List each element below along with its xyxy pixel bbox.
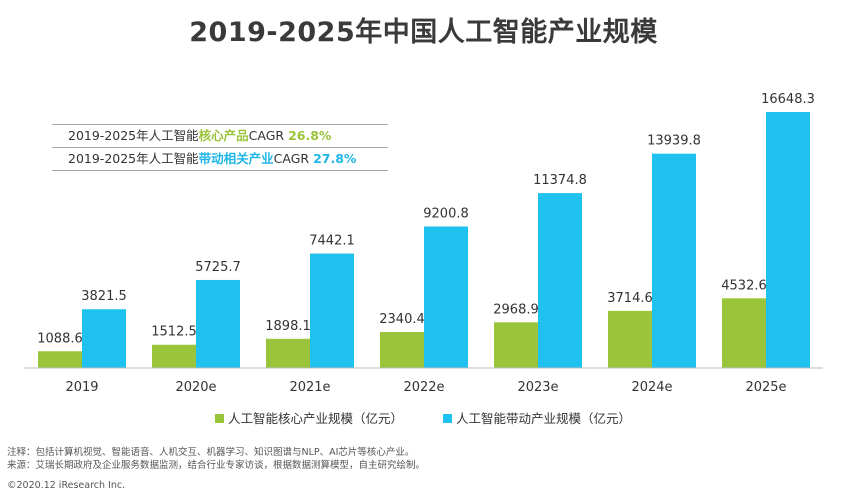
x-tick-label: 2019 [65,380,98,395]
bar-core-2019 [38,351,82,368]
bar-core-2025e [722,298,766,368]
bar-related-2024e [652,153,696,368]
bar-related-2022e [424,226,468,368]
cagr-value: 26.8% [288,128,332,143]
legend-label: 人工智能带动产业规模（亿元） [456,411,632,426]
bar-related-2023e [538,193,582,368]
value-label: 3714.6 [607,291,653,306]
value-label: 7442.1 [309,234,355,249]
legend-swatch-blue [443,414,452,423]
bar-related-2021e [310,253,354,368]
value-label: 3821.5 [81,289,127,304]
footnote-source: 来源：艾瑞长期政府及企业服务数据监测，结合行业专家访谈，根据数据测算模型，自主研… [7,460,426,471]
cagr-top-rule [52,124,388,125]
x-tick-label: 2024e [631,380,672,395]
value-label: 2340.4 [379,312,425,327]
x-tick-label: 2025e [745,380,786,395]
value-label: 13939.8 [647,134,701,149]
bar-core-2022e [380,332,424,368]
value-label: 1898.1 [265,319,311,334]
footnote-note: 注释：包括计算机视觉、智能语音、人机交互、机器学习、知识图谱与NLP、AI芯片等… [7,447,415,458]
legend-item-related: 人工智能带动产业规模（亿元） [443,408,631,427]
value-label: 5725.7 [195,260,241,275]
value-label: 2968.9 [493,302,539,317]
cagr-highlight: 核心产品 [198,128,249,143]
value-label: 1088.6 [37,331,83,346]
x-tick-labels-group: 2019 2020e 2021e 2022e 2023e 2024e 2025e [65,380,786,395]
cagr-row-related: 2019-2025年人工智能带动相关产业CAGR 27.8% [52,148,388,170]
legend-item-core: 人工智能核心产业规模（亿元） [215,408,403,427]
cagr-middle-rule [52,147,388,148]
cagr-label: CAGR [248,128,289,143]
x-tick-label: 2020e [175,380,216,395]
legend-swatch-green [215,414,224,423]
bar-related-2020e [196,279,240,368]
value-label: 1512.5 [151,325,197,340]
value-label: 9200.8 [423,207,469,222]
x-tick-label: 2023e [517,380,558,395]
bar-core-2020e [152,344,196,368]
value-label: 11374.8 [533,173,587,188]
cagr-prefix: 2019-2025年人工智能 [68,128,199,143]
bar-related-2019 [82,309,126,368]
bar-core-2021e [266,338,310,368]
cagr-bottom-rule [52,170,388,171]
cagr-value: 27.8% [313,151,357,166]
footnotes: 注释：包括计算机视觉、智能语音、人机交互、机器学习、知识图谱与NLP、AI芯片等… [7,446,425,472]
bar-core-2024e [608,310,652,368]
cagr-highlight: 带动相关产业 [198,151,274,166]
copyright-text: ©2020.12 iResearch Inc. [7,480,126,491]
x-tick-label: 2022e [403,380,444,395]
x-tick-label: 2021e [289,380,330,395]
bars-group [38,112,810,368]
value-labels-group: 1088.6 3821.5 1512.5 5725.7 1898.1 7442.1 2340… [37,92,815,346]
legend-label: 人工智能核心产业规模（亿元） [228,411,404,426]
legend: 人工智能核心产业规模（亿元） 人工智能带动产业规模（亿元） [215,408,667,427]
chart-title: 2019-2025年中国人工智能产业规模 [189,17,658,48]
cagr-label: CAGR [273,151,314,166]
bar-core-2023e [494,322,538,368]
bar-related-2025e [766,112,810,368]
cagr-box: 2019-2025年人工智能核心产品CAGR 26.8% 2019-2025年人… [52,124,388,171]
value-label: 4532.6 [721,278,767,293]
value-label: 16648.3 [761,92,815,107]
cagr-prefix: 2019-2025年人工智能 [68,151,199,166]
cagr-row-core: 2019-2025年人工智能核心产品CAGR 26.8% [52,125,388,147]
